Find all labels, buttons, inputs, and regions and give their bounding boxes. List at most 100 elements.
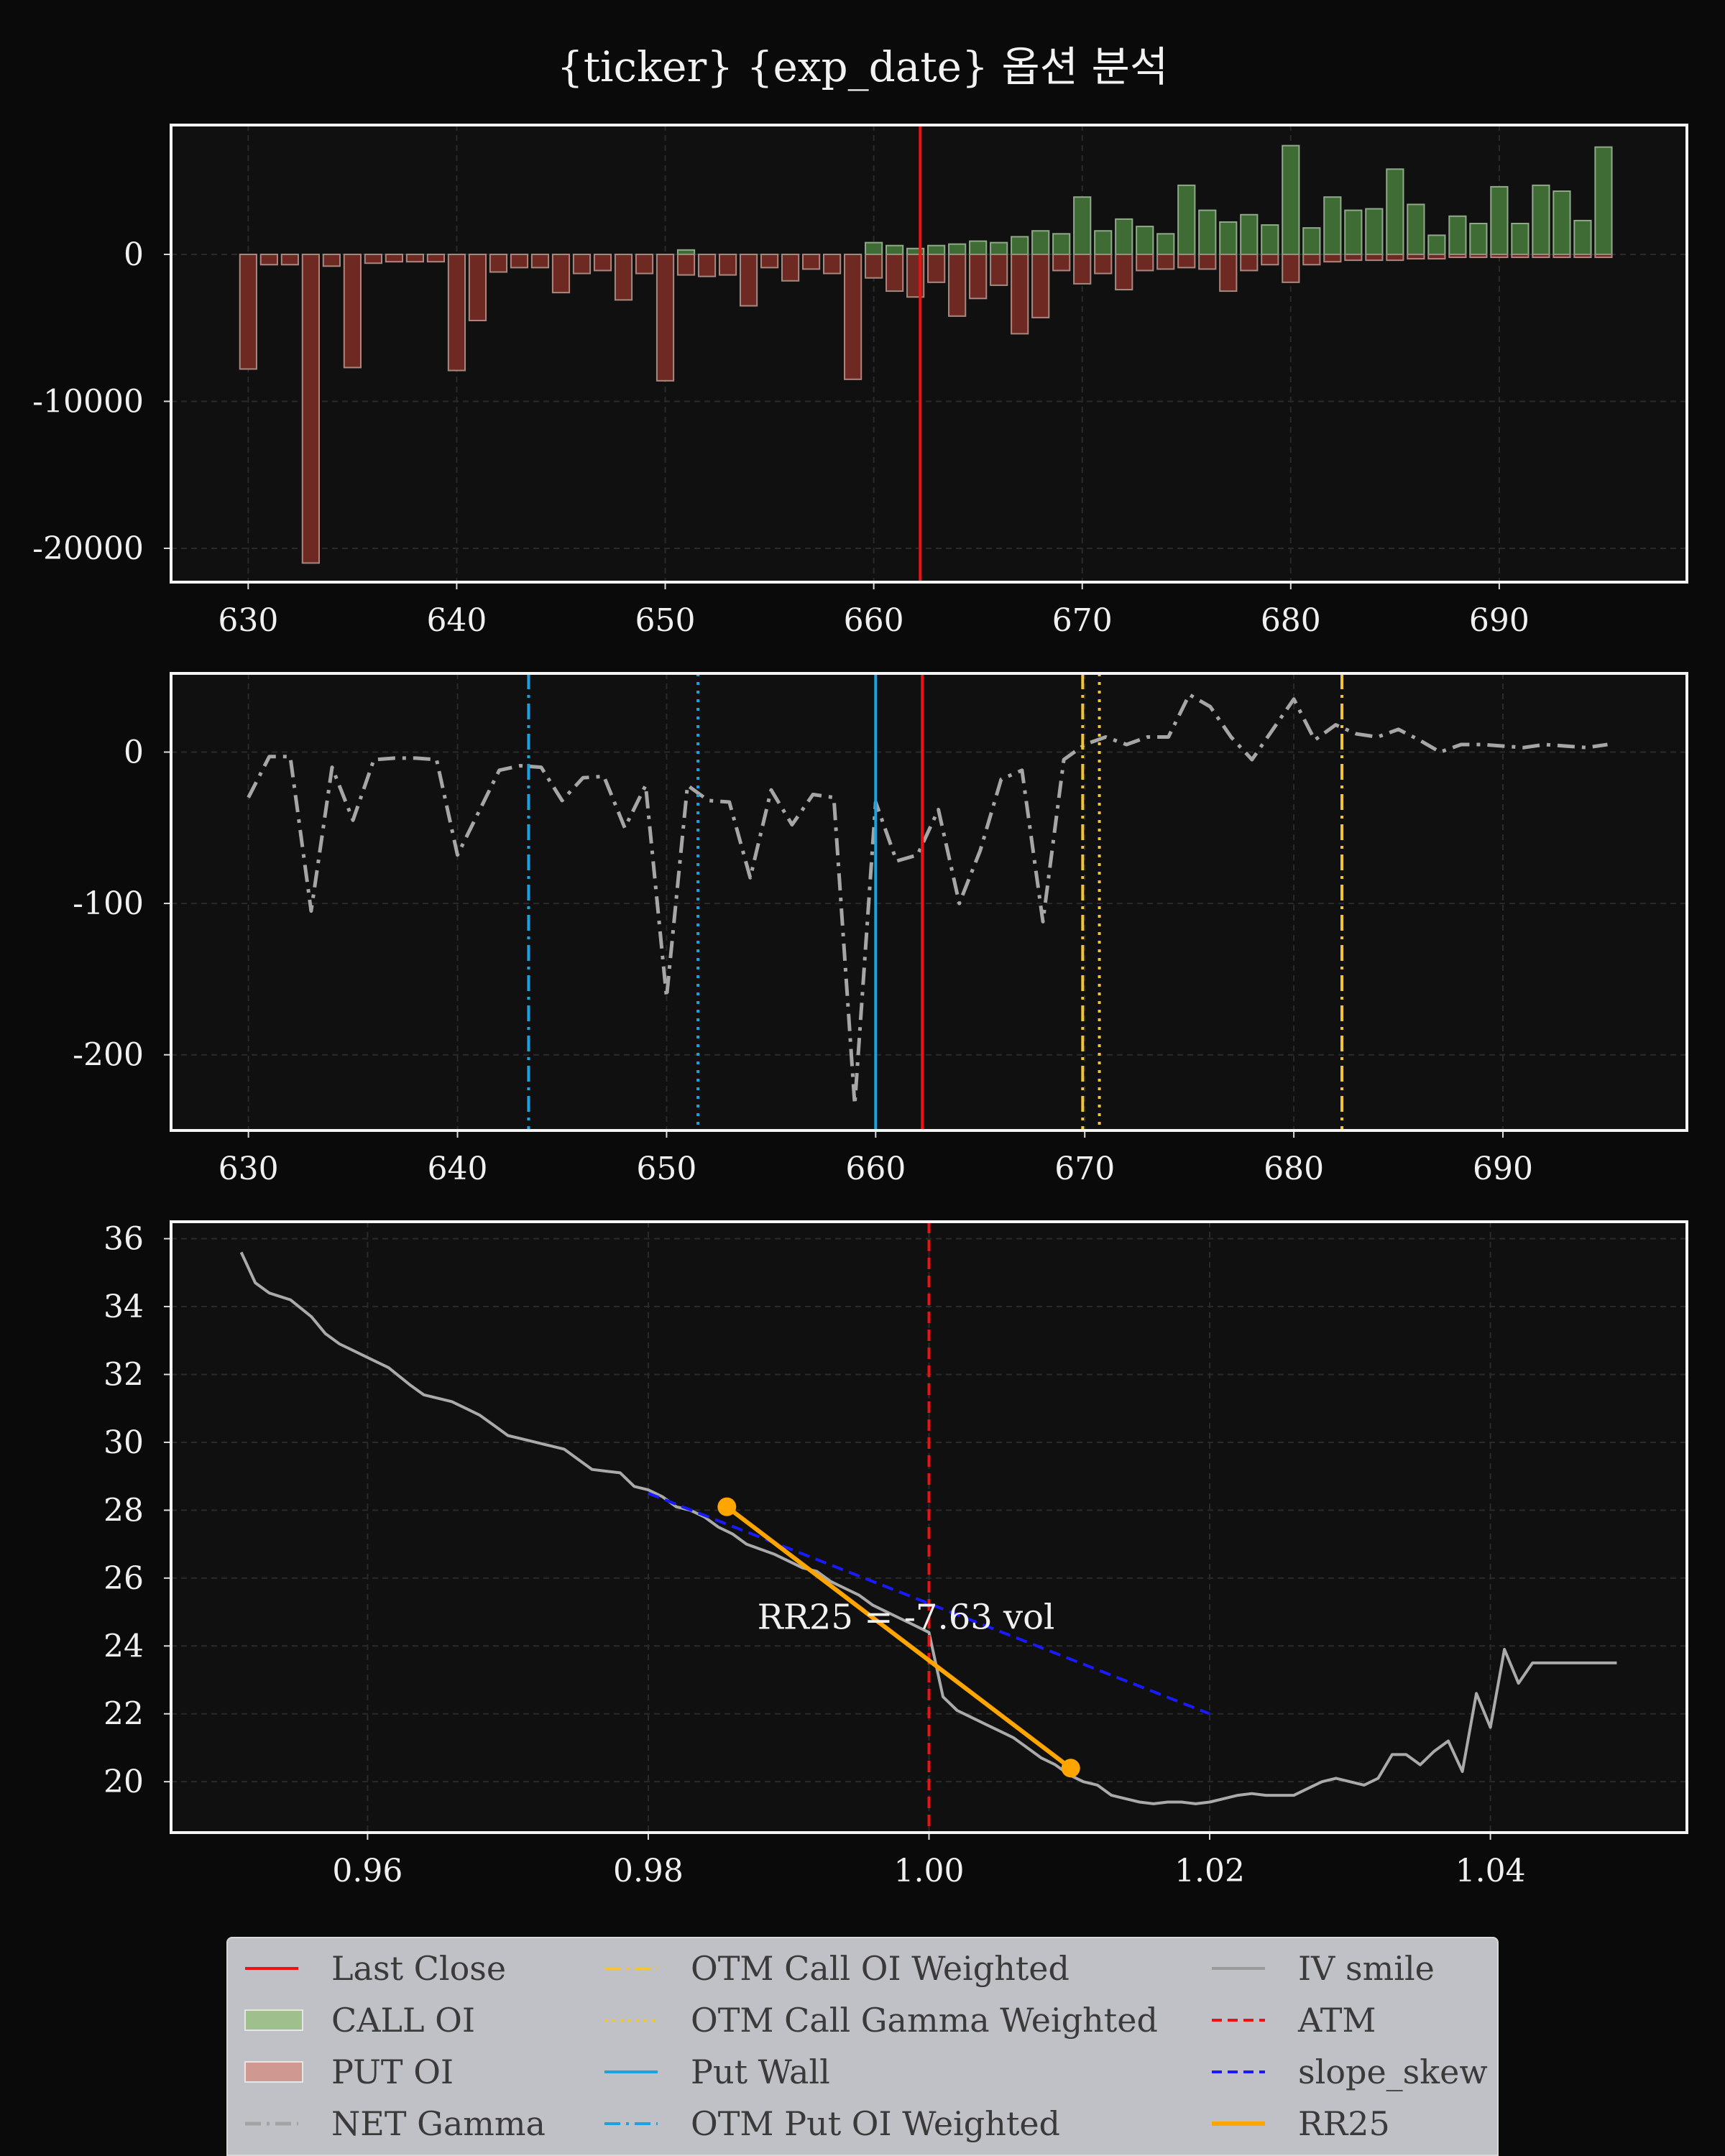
y-tick-label: 30 (104, 1424, 144, 1461)
put-oi-bar (510, 253, 529, 269)
x-tick-label: 640 (426, 602, 487, 639)
put-oi-bar (1177, 253, 1196, 269)
y-tick-label: 34 (104, 1289, 144, 1325)
put-oi-bar (676, 253, 696, 276)
call-oi-bar (1031, 230, 1050, 255)
put-oi-bar (718, 253, 737, 276)
put-oi-bar (593, 253, 612, 272)
put-oi-bar (343, 253, 362, 369)
call-oi-bar (1115, 218, 1133, 255)
call-oi-bar (1448, 215, 1467, 255)
put-oi-bar (1323, 253, 1342, 263)
x-tick-label: 690 (1473, 1151, 1533, 1187)
put-oi-bar (823, 253, 842, 275)
legend-swatch (236, 2113, 305, 2134)
x-tick-label: 660 (845, 1151, 906, 1187)
plot-area (171, 125, 1687, 582)
legend-label: Put Wall (691, 2053, 830, 2091)
call-oi-bar (1427, 234, 1446, 255)
put-oi-bar (948, 253, 967, 317)
rr25-line (725, 1505, 1072, 1770)
legend-label: IV smile (1298, 1949, 1435, 1988)
put-oi-bar (1427, 253, 1446, 260)
call-oi-bar (1156, 233, 1175, 255)
legend-item: slope_skew (1203, 2050, 1488, 2093)
legend-label: OTM Put OI Weighted (691, 2104, 1060, 2143)
x-tick-label: 640 (428, 1151, 488, 1187)
legend-item: OTM Call Gamma Weighted (596, 1999, 1158, 2042)
put-oi-bar (322, 253, 341, 267)
y-tick-label: 0 (124, 734, 144, 771)
chart-title: {ticker} {exp_date} 옵션 분석 (556, 42, 1169, 91)
plot-area (171, 673, 1687, 1130)
legend-item: Last Close (236, 1947, 506, 1990)
call-oi-bar (990, 241, 1008, 255)
legend-swatch (1203, 2061, 1272, 2083)
put-oi-bar (1448, 253, 1467, 259)
legend-item: Put Wall (596, 2050, 830, 2093)
call-oi-bar (1511, 223, 1530, 255)
legend-label: CALL OI (331, 2001, 476, 2040)
legend-item: NET Gamma (236, 2102, 546, 2145)
panel-net-gamma: 630 640 650 660 670 680 690 0 -100 -200 (73, 673, 1687, 1187)
call-oi-bar (1302, 227, 1321, 255)
call-oi-bar (1198, 209, 1217, 255)
legend-item: RR25 (1203, 2102, 1390, 2145)
x-tick-label: 1.00 (894, 1853, 965, 1889)
call-oi-bar (1573, 219, 1592, 255)
x-tick-label: 650 (636, 1151, 696, 1187)
put-oi-bar (1594, 253, 1613, 259)
put-oi-bar (364, 253, 382, 264)
legend-label: slope_skew (1298, 2053, 1488, 2091)
put-oi-bar (1469, 253, 1488, 259)
legend-item: OTM Put OI Weighted (596, 2102, 1060, 2145)
legend-label: NET Gamma (331, 2104, 546, 2143)
call-oi-bar (1094, 230, 1113, 255)
put-oi-bar (801, 253, 821, 270)
legend-swatch (236, 2061, 305, 2083)
put-oi-bar (405, 253, 425, 263)
put-oi-bar (468, 253, 487, 321)
call-oi-bar (886, 244, 904, 255)
put-oi-bar (1115, 253, 1133, 291)
legend-label: ATM (1298, 2001, 1376, 2040)
put-oi-bar (927, 253, 946, 283)
y-tick-label: -100 (73, 885, 144, 922)
legend-label: PUT OI (331, 2053, 454, 2091)
legend-swatch (596, 2113, 665, 2134)
y-tick-label: -200 (73, 1037, 144, 1074)
call-oi-bar (1282, 144, 1300, 255)
call-oi-bar (1011, 236, 1029, 255)
put-oi-bar (1490, 253, 1509, 259)
call-oi-bar (1552, 190, 1571, 255)
put-oi-bar (781, 253, 800, 282)
put-oi-bar (635, 253, 654, 275)
put-oi-bar (1031, 253, 1050, 318)
put-oi-bar (739, 253, 758, 307)
call-oi-bar (865, 241, 883, 255)
legend-swatch (1203, 1958, 1272, 1979)
put-oi-bar (1156, 253, 1175, 270)
legend-swatch (596, 2061, 665, 2083)
x-tick-label: 680 (1264, 1151, 1324, 1187)
legend-label: RR25 (1298, 2104, 1390, 2143)
put-oi-bar (447, 253, 466, 372)
put-oi-bar (1011, 253, 1029, 335)
call-oi-bar (1594, 146, 1613, 255)
put-oi-bar (1344, 253, 1363, 262)
call-oi-bar (1261, 224, 1279, 255)
put-oi-bar (760, 253, 779, 269)
put-oi-bar (385, 253, 404, 263)
rr25-point (717, 1497, 737, 1516)
call-oi-bar (1490, 185, 1509, 255)
net-gamma-line (247, 693, 1608, 1107)
legend-item: OTM Call OI Weighted (596, 1947, 1070, 1990)
x-tick-label: 680 (1261, 602, 1321, 639)
legend-item: IV smile (1203, 1947, 1435, 1990)
slope-skew-line (648, 1491, 1210, 1715)
iv-smile-line (239, 1251, 1617, 1805)
legend-swatch (236, 1958, 305, 1979)
y-tick-label: 32 (104, 1357, 144, 1393)
put-oi-bar (969, 253, 988, 300)
